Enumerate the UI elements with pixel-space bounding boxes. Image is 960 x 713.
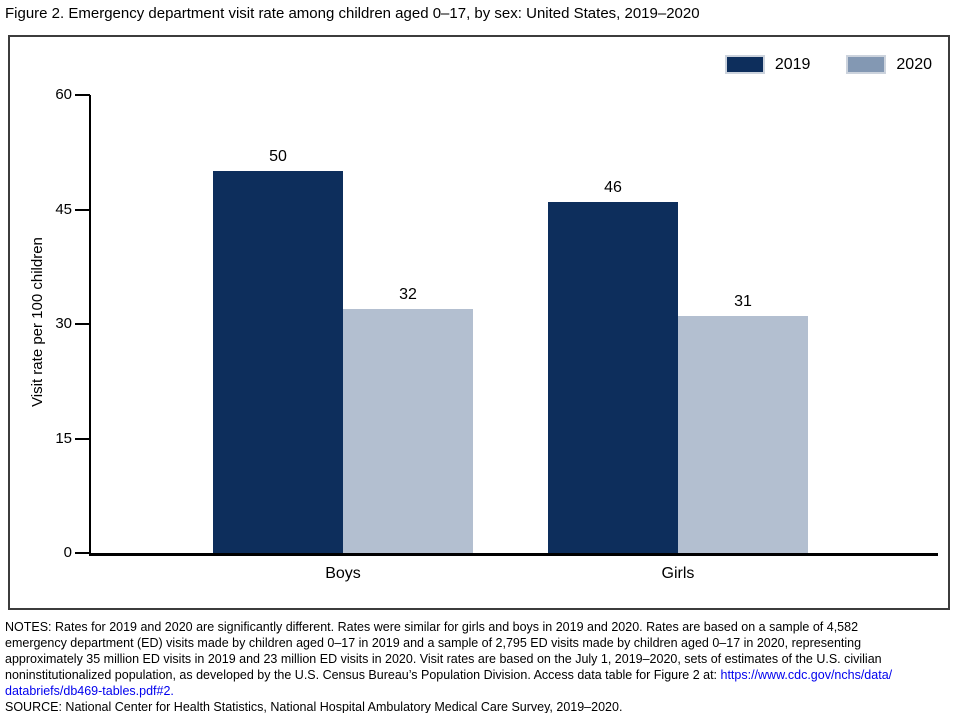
- bar-value-label: 31: [734, 293, 752, 310]
- legend-label-2019: 2019: [774, 55, 811, 73]
- y-tick-mark: [75, 552, 90, 554]
- y-tick-label: 0: [63, 544, 72, 561]
- notes-line: databriefs/db469-tables.pdf#2.: [5, 683, 955, 699]
- source-text: SOURCE: National Center for Health Stati…: [5, 700, 623, 713]
- legend-entry-2020: 2020: [846, 55, 932, 74]
- legend-label-2020: 2020: [896, 55, 932, 73]
- notes-line: NOTES: Rates for 2019 and 2020 are signi…: [5, 619, 955, 635]
- legend-swatch-2020: [846, 55, 887, 74]
- y-tick-label: 30: [55, 315, 72, 332]
- notes-line: emergency department (ED) visits made by…: [5, 635, 955, 651]
- notes-text: NOTES: Rates for 2019 and 2020 are signi…: [5, 620, 859, 634]
- y-tick-label: 45: [55, 200, 72, 218]
- bar-girls-2020: [678, 316, 808, 553]
- notes-text: emergency department (ED) visits made by…: [5, 636, 862, 650]
- source-line: SOURCE: National Center for Health Stati…: [5, 699, 955, 713]
- data-table-link[interactable]: https://www.cdc.gov/nchs/data/: [720, 668, 893, 682]
- notes-line: noninstitutionalized population, as deve…: [5, 667, 955, 683]
- plot-area: Visit rate per 100 children 0 15 30 45 60 50 3…: [10, 37, 948, 608]
- chart-panel: 2019 2020 Visit rate per 100 children 0 15…: [8, 35, 950, 610]
- bar-value-label: 46: [604, 179, 622, 196]
- bar-boys-2020: [343, 309, 473, 553]
- category-label-girls: Girls: [661, 565, 695, 582]
- y-tick-mark: [75, 208, 90, 211]
- legend: 2019 2020: [724, 55, 932, 74]
- legend-swatch-2019: [724, 55, 765, 74]
- bar-value-label: 50: [269, 148, 287, 165]
- figure-title: Figure 2. Emergency department visit rat…: [5, 5, 700, 22]
- bar-value-label: 32: [399, 286, 417, 303]
- category-label-boys: Boys: [325, 565, 361, 582]
- bar-girls-2019: [548, 202, 678, 553]
- y-tick-label: 60: [55, 86, 72, 103]
- data-table-link[interactable]: databriefs/db469-tables.pdf#2.: [5, 684, 174, 698]
- x-axis-line: [89, 553, 938, 556]
- notes-and-source: NOTES: Rates for 2019 and 2020 are signi…: [5, 619, 955, 713]
- y-axis-line: [89, 95, 91, 555]
- y-tick-mark: [75, 323, 90, 325]
- y-tick-label: 15: [55, 429, 72, 447]
- legend-entry-2019: 2019: [724, 55, 811, 74]
- notes-line: approximately 35 million ED visits in 20…: [5, 651, 955, 667]
- y-tick-mark: [75, 437, 90, 440]
- bar-boys-2019: [213, 171, 343, 553]
- y-tick-mark: [75, 94, 90, 96]
- notes-text: approximately 35 million ED visits in 20…: [5, 652, 882, 666]
- notes-text: noninstitutionalized population, as deve…: [5, 668, 721, 682]
